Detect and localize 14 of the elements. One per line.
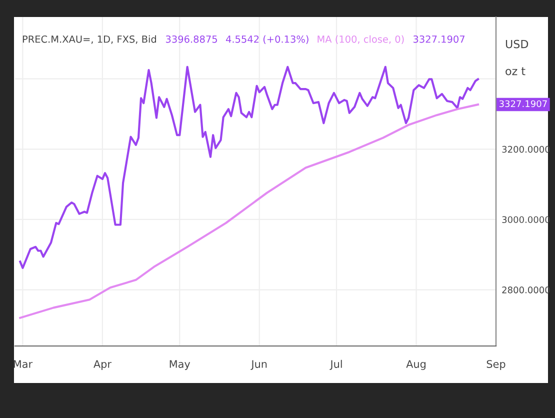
text: 3327.1907 [499, 100, 547, 108]
x-tick-label: Jun [250, 360, 267, 370]
y-axis-title: USD [506, 40, 528, 48]
text: oz t [506, 67, 526, 76]
annotation: 4.5542 (+0.13%) [226, 35, 308, 44]
x-tick-label: Aug [406, 360, 426, 370]
x-tick-label: Jul [330, 360, 342, 370]
x-tick-label: Sep [486, 360, 506, 370]
x-tick-label: May [170, 360, 190, 370]
x-tick-label: Apr [94, 360, 112, 370]
annotation: 3396.8875 [166, 35, 217, 43]
text: MA (100, close, 0) [318, 35, 404, 44]
text: PREC.M.XAU=, 1D, FXS, Bid [22, 35, 156, 44]
annotation: 3327.1907 [413, 35, 464, 43]
